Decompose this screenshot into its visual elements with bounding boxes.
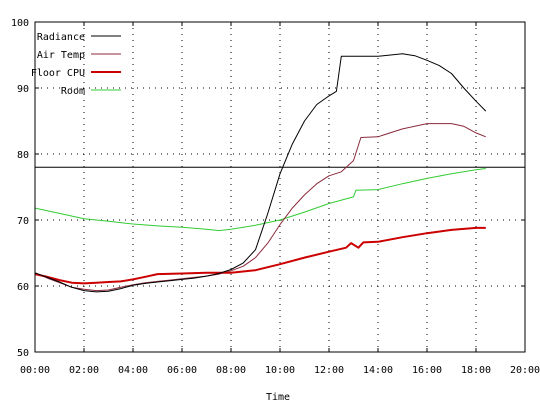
series-line-floor-cpu	[34, 226, 486, 285]
x-tick-label: 16:00	[412, 365, 442, 376]
y-tick-label: 90	[17, 84, 29, 95]
series-lines	[34, 53, 487, 293]
x-tick-label: 12:00	[314, 365, 344, 376]
x-tick-label: 10:00	[265, 365, 295, 376]
x-tick-label: 20:00	[510, 365, 540, 376]
y-tick-label: 80	[17, 150, 29, 161]
legend-label-radiance: Radiance	[37, 32, 85, 43]
grid	[35, 22, 525, 352]
legend-label-air-temp: Air Temp	[37, 50, 85, 61]
legend-label-floor-cpu: Floor CPU	[31, 68, 85, 79]
x-tick-label: 04:00	[118, 365, 148, 376]
x-tick-label: 00:00	[20, 365, 50, 376]
series-line-room	[34, 168, 486, 232]
legend-label-room: Room	[61, 86, 85, 97]
legend: Radiance Air Temp Floor CPU Room	[31, 32, 121, 97]
x-axis-ticks: 00:00 02:00 04:00 06:00 08:00 10:00 12:00 14:00…	[20, 22, 540, 376]
x-tick-label: 18:00	[461, 365, 491, 376]
y-tick-label: 70	[17, 216, 29, 227]
series-line-air-temp	[34, 123, 486, 292]
y-axis-ticks: 50 60 70 80 90 100	[11, 18, 525, 359]
x-tick-label: 02:00	[69, 365, 99, 376]
y-tick-label: 60	[17, 282, 29, 293]
x-tick-label: 06:00	[167, 365, 197, 376]
x-axis-label: Time	[266, 392, 290, 403]
x-tick-label: 08:00	[216, 365, 246, 376]
x-tick-label: 14:00	[363, 365, 393, 376]
series-line-radiance	[34, 53, 487, 293]
y-tick-label: 100	[11, 18, 29, 29]
y-tick-label: 50	[17, 348, 29, 359]
